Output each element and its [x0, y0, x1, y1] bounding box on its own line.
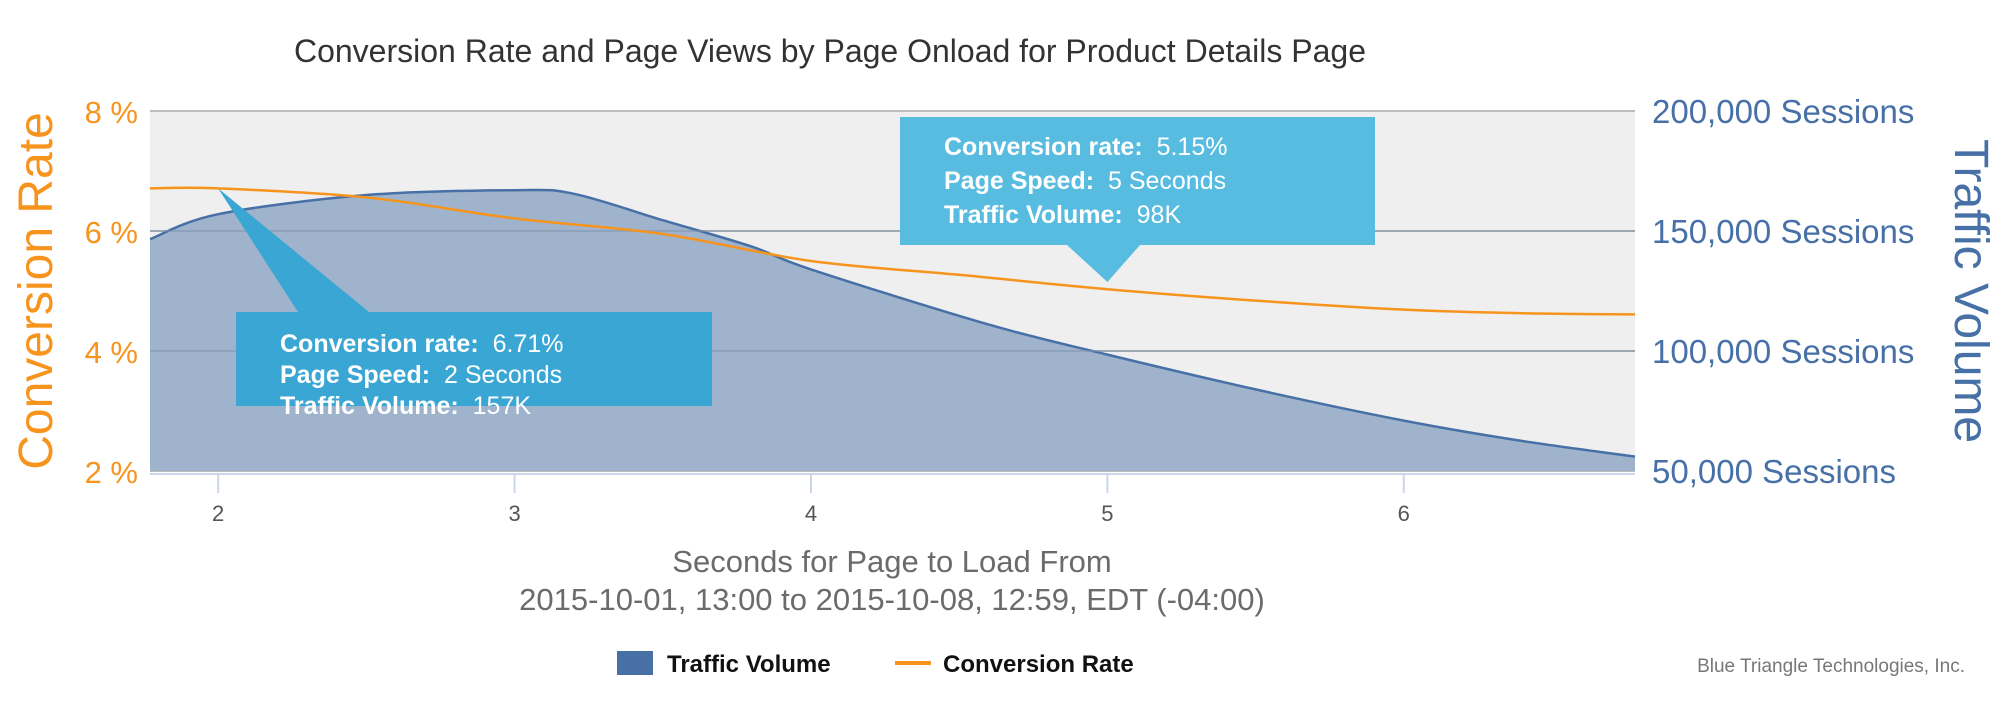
left-y-tick-label: 2 % — [85, 455, 138, 490]
annotations: Conversion rate: 6.71% Page Speed: 2 Seco… — [218, 117, 1375, 420]
left-axis-title: Conversion Rate — [10, 112, 63, 470]
callout-label: Conversion rate: — [280, 330, 479, 358]
callout-label: Page Speed: — [944, 167, 1094, 195]
callout-line: Page Speed: 2 Seconds — [280, 361, 562, 389]
right-y-tick-label: 100,000 Sessions — [1652, 333, 1914, 370]
x-tick-label: 3 — [508, 501, 520, 526]
callout-line: Traffic Volume: 98K — [944, 201, 1181, 229]
annotation-callout: Conversion rate: 6.71% Page Speed: 2 Seco… — [218, 188, 712, 420]
legend-swatch-conversion-rate — [895, 661, 931, 665]
callout-line: Conversion rate: 6.71% — [280, 330, 563, 358]
callout-value: 157K — [473, 392, 532, 420]
left-y-tick-label: 4 % — [85, 335, 138, 370]
callout-pointer — [1067, 245, 1140, 282]
legend-label-traffic-volume: Traffic Volume — [667, 651, 831, 678]
callout-label: Traffic Volume: — [280, 392, 459, 420]
callout-pointer — [218, 188, 369, 312]
callout-box — [236, 312, 712, 406]
callout-value: 2 Seconds — [444, 361, 562, 389]
legend-swatch-traffic-volume — [617, 651, 653, 675]
legend-item-traffic-volume[interactable]: Traffic Volume — [617, 651, 831, 678]
callout-value: 5 Seconds — [1108, 167, 1226, 195]
x-tick-label: 2 — [212, 501, 224, 526]
traffic-volume-line — [149, 188, 1636, 458]
x-tick-label: 4 — [805, 501, 817, 526]
conversion-rate-line — [149, 186, 1636, 316]
x-axis-title-line-1: Seconds for Page to Load From — [672, 544, 1111, 579]
credit: Blue Triangle Technologies, Inc. — [1697, 656, 1965, 677]
callout-value: 5.15% — [1157, 133, 1228, 161]
left-y-tick-label: 6 % — [85, 215, 138, 250]
x-tick-label: 6 — [1398, 501, 1410, 526]
legend-label-conversion-rate: Conversion Rate — [943, 651, 1134, 678]
callout-value: 98K — [1137, 201, 1182, 229]
right-y-tick-label: 200,000 Sessions — [1652, 93, 1914, 130]
right-axis-title: Traffic Volume — [1944, 139, 1997, 443]
chart-title: Conversion Rate and Page Views by Page O… — [294, 33, 1366, 69]
x-axis-title-line-2: 2015-10-01, 13:00 to 2015-10-08, 12:59, … — [519, 582, 1265, 617]
callout-line: Conversion rate: 5.15% — [944, 133, 1227, 161]
annotation-callout: Conversion rate: 5.15% Page Speed: 5 Seco… — [900, 117, 1375, 282]
callout-label: Conversion rate: — [944, 133, 1143, 161]
callout-label: Page Speed: — [280, 361, 430, 389]
conversion-rate-line-layer — [149, 186, 1636, 316]
right-y-axis: 50,000 Sessions 100,000 Sessions 150,000 S… — [1652, 93, 1914, 490]
x-tick-label: 5 — [1101, 501, 1113, 526]
callout-value: 6.71% — [493, 330, 564, 358]
legend: Traffic Volume Conversion Rate — [617, 651, 1134, 678]
legend-item-conversion-rate[interactable]: Conversion Rate — [895, 651, 1134, 678]
callout-label: Traffic Volume: — [944, 201, 1123, 229]
callout-box — [900, 117, 1375, 245]
right-y-tick-label: 50,000 Sessions — [1652, 453, 1896, 490]
left-y-axis: 2 % 4 % 6 % 8 % — [85, 95, 138, 490]
right-y-tick-label: 150,000 Sessions — [1652, 213, 1914, 250]
callout-line: Page Speed: 5 Seconds — [944, 167, 1226, 195]
left-y-tick-label: 8 % — [85, 95, 138, 130]
callout-line: Traffic Volume: 157K — [280, 392, 531, 420]
x-axis: 2 3 4 5 6 — [150, 473, 1635, 526]
